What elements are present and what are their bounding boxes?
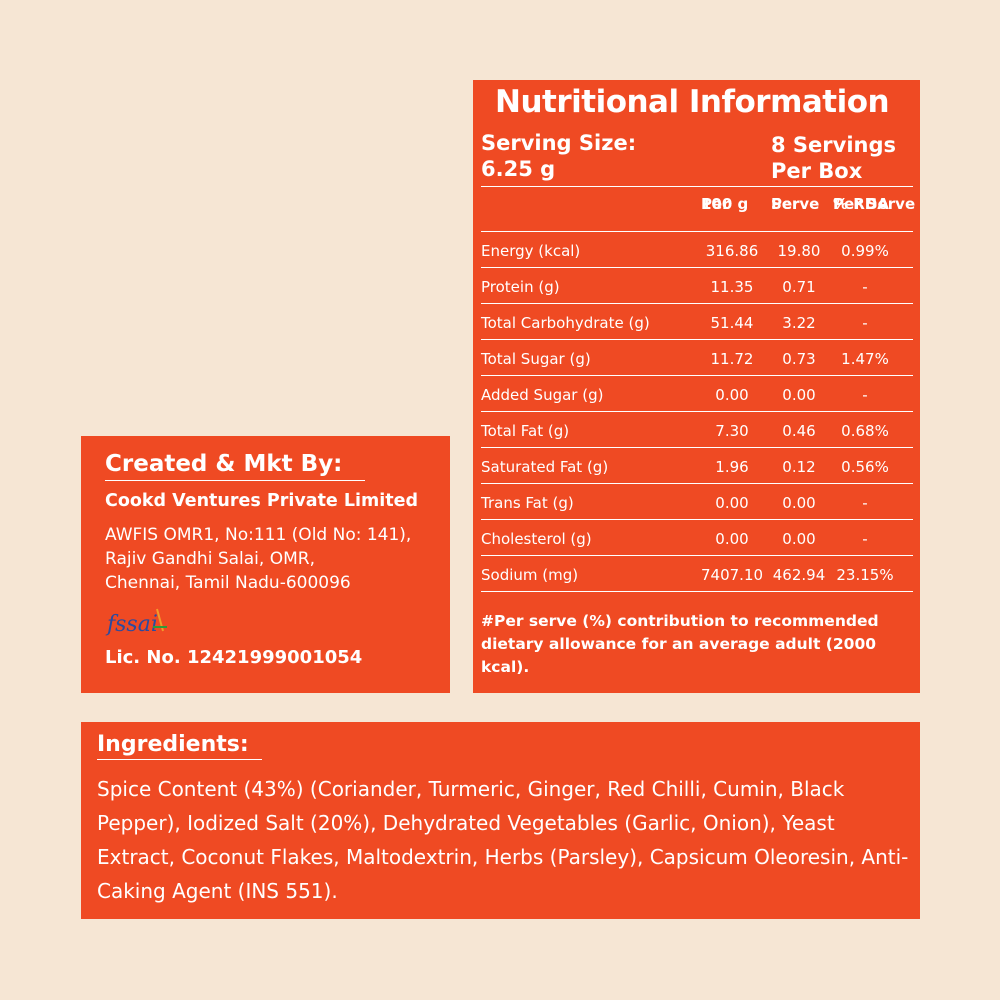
- address-line3: Chennai, Tamil Nadu-600096: [105, 573, 351, 593]
- nutrition-cell-rda: 0.56%: [841, 458, 889, 476]
- nutrition-cell-name: Energy (kcal): [481, 242, 581, 260]
- nutrition-cell-per100: 1.96: [715, 458, 749, 476]
- nutrition-cell-name: Protein (g): [481, 278, 560, 296]
- nutrition-row: Total Carbohydrate (g) 51.44 3.22 -: [481, 304, 913, 340]
- nutrition-cell-serve: 19.80: [777, 242, 821, 260]
- nutrition-cell-per100: 11.35: [710, 278, 754, 296]
- col-perserve-l2: Serve: [771, 195, 820, 213]
- col-per100-l2: 100 g: [701, 195, 749, 213]
- col-rda-l1: % RDA: [833, 195, 889, 213]
- nutrition-cell-name: Sodium (mg): [481, 566, 579, 584]
- servings-line2: Per Box: [771, 159, 863, 183]
- nutrition-cell-per100: 0.00: [715, 530, 749, 548]
- nutrition-cell-per100: 11.72: [710, 350, 754, 368]
- nutrition-cell-name: Total Fat (g): [481, 422, 570, 440]
- ingredients-panel: Ingredients: Spice Content (43%) (Corian…: [81, 722, 920, 919]
- nutrition-cell-rda: -: [862, 278, 868, 296]
- nutrition-cell-serve: 462.94: [772, 566, 826, 584]
- fssai-logo: fssai: [105, 605, 450, 639]
- ingredients-text: Spice Content (43%) (Coriander, Turmeric…: [97, 777, 909, 903]
- nutrition-cell-rda: -: [862, 314, 868, 332]
- nutrition-cell-serve: 3.22: [782, 314, 816, 332]
- nutrition-cell-name: Total Sugar (g): [481, 350, 591, 368]
- fssai-logo-icon: fssai: [105, 608, 167, 637]
- nutrition-title: Nutritional Information: [495, 84, 890, 120]
- nutrition-cell-serve: 0.46: [782, 422, 816, 440]
- nutrition-row: Total Fat (g) 7.30 0.46 0.68%: [481, 412, 913, 448]
- manufacturer-panel: Created & Mkt By: Cookd Ventures Private…: [81, 436, 450, 693]
- nutrition-cell-serve: 0.00: [782, 530, 816, 548]
- nutrition-cell-per100: 0.00: [715, 494, 749, 512]
- nutrition-cell-serve: 0.12: [782, 458, 816, 476]
- ingredients-underline: [97, 759, 262, 760]
- nutrition-cell-serve: 0.71: [782, 278, 816, 296]
- manufacturer-heading: Created & Mkt By:: [105, 451, 343, 477]
- nutrition-row: Added Sugar (g) 0.00 0.00 -: [481, 376, 913, 412]
- nutrition-row: Total Sugar (g) 11.72 0.73 1.47%: [481, 340, 913, 376]
- nutrition-row: Protein (g) 11.35 0.71 -: [481, 268, 913, 304]
- address-line1: AWFIS OMR1, No:111 (Old No: 141),: [105, 525, 412, 545]
- serving-size-value: 6.25 g: [481, 157, 556, 181]
- nutrition-panel: Nutritional Information Serving Size: 6.…: [473, 80, 920, 693]
- serving-size-label: Serving Size:: [481, 131, 637, 155]
- nutrition-cell-name: Added Sugar (g): [481, 386, 604, 404]
- address-line2: Rajiv Gandhi Salai, OMR,: [105, 549, 315, 569]
- nutrition-cell-per100: 316.86: [705, 242, 759, 260]
- col-perserve-l1: Per: [771, 195, 800, 213]
- nutrition-cell-rda: 23.15%: [836, 566, 894, 584]
- nutrition-cell-serve: 0.73: [782, 350, 816, 368]
- nutrition-row: Cholesterol (g) 0.00 0.00 -: [481, 520, 913, 556]
- nutrition-cell-per100: 7407.10: [701, 566, 764, 584]
- nutrition-cell-per100: 7.30: [715, 422, 749, 440]
- nutrition-cell-per100: 51.44: [710, 314, 754, 332]
- serving-info: Serving Size: 6.25 g 8 Servings Per Box: [481, 130, 920, 186]
- servings-per-box: 8 Servings Per Box: [771, 132, 896, 184]
- company-name: Cookd Ventures Private Limited: [105, 491, 419, 511]
- nutrition-cell-rda: -: [862, 494, 868, 512]
- nutrition-cell-per100: 0.00: [715, 386, 749, 404]
- nutrition-row: Trans Fat (g) 0.00 0.00 -: [481, 484, 913, 520]
- nutrition-rows: Energy (kcal) 316.86 19.80 0.99% Protein (g)…: [481, 232, 920, 592]
- servings-line1: 8 Servings: [771, 133, 897, 157]
- nutrition-cell-name: Saturated Fat (g): [481, 458, 609, 476]
- company-address: AWFIS OMR1, No:111 (Old No: 141), Rajiv …: [105, 523, 450, 595]
- license-number: Lic. No. 12421999001054: [105, 647, 363, 668]
- nutrition-cell-name: Cholesterol (g): [481, 530, 592, 548]
- col-per100-l1: Per: [701, 195, 730, 213]
- svg-text:fssai: fssai: [105, 612, 158, 637]
- nutrition-cell-rda: 0.68%: [841, 422, 889, 440]
- serving-size: Serving Size: 6.25 g: [481, 130, 636, 182]
- divider: [481, 186, 913, 187]
- ingredients-heading: Ingredients:: [97, 732, 249, 757]
- nutrition-cell-rda: 1.47%: [841, 350, 889, 368]
- col-rda-l2: Per Serve: [833, 195, 916, 213]
- heading-underline: [105, 480, 365, 481]
- nutrition-cell-serve: 0.00: [782, 386, 816, 404]
- nutrition-row: Sodium (mg) 7407.10 462.94 23.15%: [481, 556, 913, 592]
- nutrition-cell-name: Trans Fat (g): [481, 494, 574, 512]
- nutrition-cell-rda: -: [862, 530, 868, 548]
- nutrition-row: Energy (kcal) 316.86 19.80 0.99%: [481, 232, 913, 268]
- nutrition-cell-serve: 0.00: [782, 494, 816, 512]
- column-headers: Per 100 g Per Serve % RDA Per Serve: [481, 187, 916, 232]
- nutrition-cell-rda: -: [862, 386, 868, 404]
- rda-footnote: #Per serve (%) contribution to recommend…: [481, 612, 879, 676]
- nutrition-cell-rda: 0.99%: [841, 242, 889, 260]
- nutrition-row: Saturated Fat (g) 1.96 0.12 0.56%: [481, 448, 913, 484]
- nutrition-cell-name: Total Carbohydrate (g): [481, 314, 650, 332]
